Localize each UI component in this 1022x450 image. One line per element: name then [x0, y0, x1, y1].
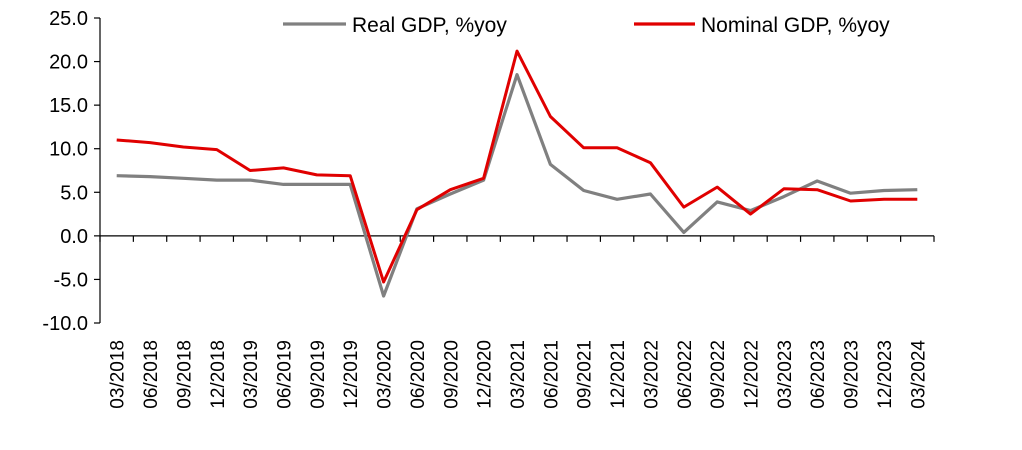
x-tick-label: 03/2020 [375, 340, 396, 409]
y-tick-label: 5.0 [60, 182, 88, 204]
x-tick-label: 03/2019 [241, 340, 262, 409]
y-tick-label: -5.0 [54, 269, 88, 291]
x-tick-label: 09/2022 [708, 340, 729, 409]
y-tick-label: 15.0 [49, 95, 88, 117]
nominal-gdp-line [116, 49, 918, 284]
y-tick-label: 0.0 [60, 226, 88, 248]
x-tick-label: 09/2021 [575, 340, 596, 409]
legend-label-real-gdp: Real GDP, %yoy [352, 14, 507, 37]
x-tick-label: 09/2023 [842, 340, 863, 409]
x-tick-label: 03/2023 [775, 340, 796, 409]
x-tick-label: 03/2024 [908, 340, 929, 409]
legend: Real GDP, %yoy Nominal GDP, %yoy [283, 14, 890, 37]
y-tick-label: -10.0 [42, 313, 88, 335]
x-tick-label: 03/2021 [508, 340, 529, 409]
x-tick-label: 12/2019 [341, 340, 362, 409]
x-tick-label: 12/2020 [475, 340, 496, 409]
x-tick-label: 09/2019 [308, 340, 329, 409]
y-tick-label: 20.0 [49, 52, 88, 74]
real-gdp-line [116, 72, 918, 298]
x-tick-label: 12/2021 [608, 340, 629, 409]
x-tick-label: 12/2023 [875, 340, 896, 409]
x-tick-label: 09/2018 [174, 340, 195, 409]
legend-label-nominal-gdp: Nominal GDP, %yoy [701, 14, 890, 37]
y-axis: 25.0 20.0 15.0 10.0 5.0 0.0 -5.0 -10.0 [42, 8, 101, 335]
x-tick-label: 03/2018 [108, 340, 129, 409]
x-tick-label: 06/2021 [541, 340, 562, 409]
x-tick-label: 03/2022 [641, 340, 662, 409]
x-tick-label: 06/2020 [408, 340, 429, 409]
x-tick-label: 06/2022 [675, 340, 696, 409]
x-tick-label: 12/2022 [742, 340, 763, 409]
x-tick-label: 09/2020 [441, 340, 462, 409]
y-tick-label: 10.0 [49, 139, 88, 161]
x-tick-label: 12/2018 [208, 340, 229, 409]
x-tick-label: 06/2018 [141, 340, 162, 409]
x-tick-label: 06/2023 [808, 340, 829, 409]
x-axis: 03/2018 06/2018 09/2018 12/2018 03/2019 06/20… [99, 235, 935, 409]
x-tick-label: 06/2019 [274, 340, 295, 409]
series-lines [116, 49, 918, 298]
y-tick-label: 25.0 [49, 8, 88, 30]
